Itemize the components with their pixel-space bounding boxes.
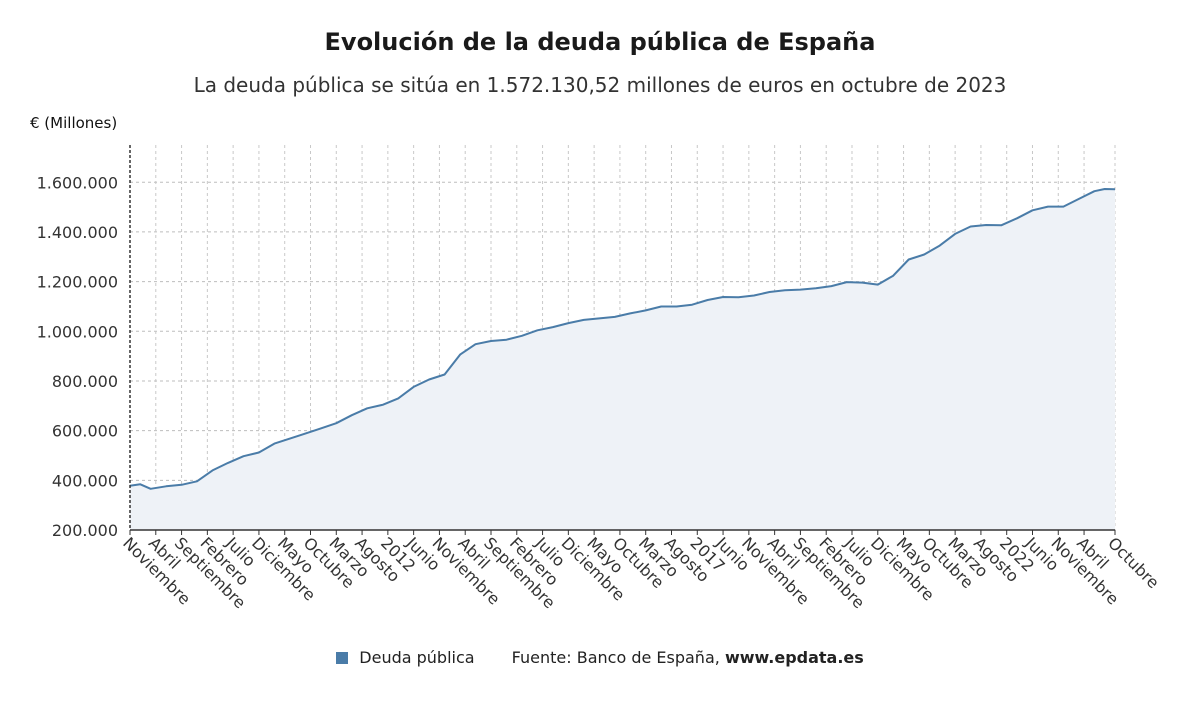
y-tick-label: 1.200.000 — [37, 273, 118, 292]
chart-footer: Deuda pública Fuente: Banco de España, w… — [0, 648, 1200, 667]
legend-label: Deuda pública — [359, 648, 475, 667]
chart-title: Evolución de la deuda pública de España — [324, 28, 876, 56]
x-tick-label: Octubre — [1104, 533, 1163, 592]
y-tick-label: 1.600.000 — [37, 173, 118, 192]
y-axis-unit-label: € (Millones) — [30, 114, 118, 132]
y-tick-label: 1.000.000 — [37, 322, 118, 341]
source-label: Fuente: Banco de España, — [511, 648, 720, 667]
source-site[interactable]: www.epdata.es — [724, 648, 864, 667]
legend-swatch — [336, 652, 349, 664]
series-line — [129, 188, 1116, 490]
y-tick-label: 600.000 — [52, 422, 118, 441]
y-tick-label: 200.000 — [52, 521, 118, 540]
y-tick-label: 400.000 — [52, 471, 118, 490]
y-tick-label: 800.000 — [52, 372, 118, 391]
y-tick-label: 1.400.000 — [37, 223, 118, 242]
chart-subtitle: La deuda pública se sitúa en 1.572.130,5… — [193, 73, 1007, 97]
series-area — [130, 189, 1115, 530]
